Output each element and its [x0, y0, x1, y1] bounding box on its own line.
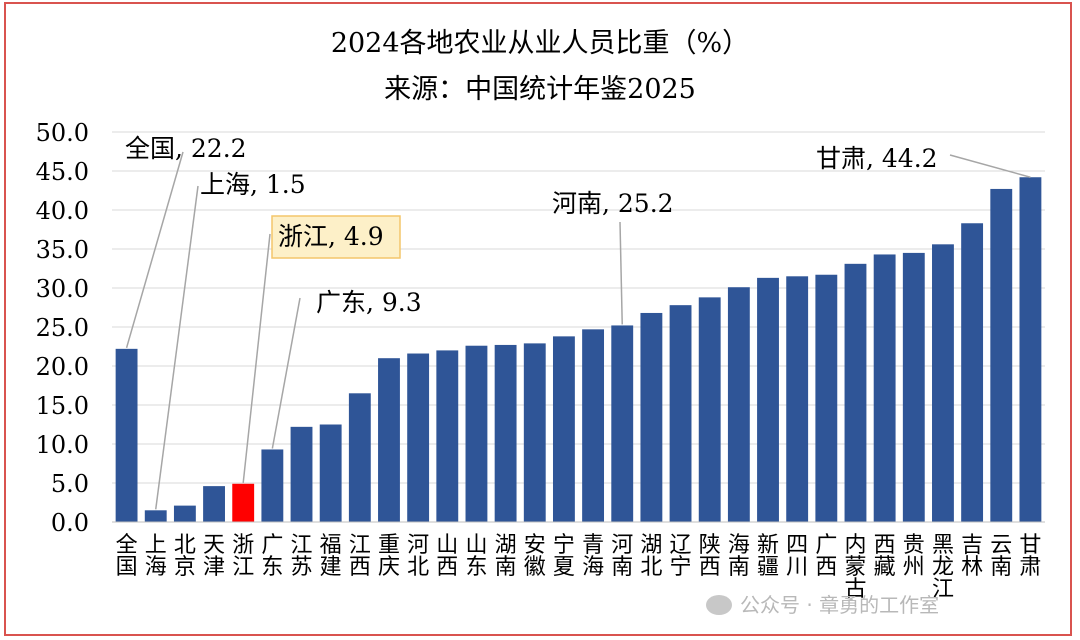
- x-tick-label: 湖北: [640, 533, 662, 580]
- y-tick-label: 15.0: [36, 392, 89, 420]
- bar: [465, 345, 488, 522]
- x-tick-label: 全国: [116, 533, 138, 580]
- data-label: 浙江, 4.9: [278, 222, 384, 251]
- x-tick-label: 江苏: [291, 533, 313, 580]
- x-tick-label: 山西: [436, 533, 458, 580]
- bar: [261, 449, 284, 522]
- y-tick-label: 50.0: [36, 119, 89, 147]
- x-tick-label: 上海: [145, 533, 167, 580]
- x-tick-label: 重庆: [378, 533, 400, 580]
- data-label: 全国, 22.2: [125, 134, 247, 163]
- x-tick-label: 黑龙江: [932, 533, 954, 602]
- data-label: 甘肃, 44.2: [816, 144, 938, 173]
- y-tick-label: 45.0: [36, 158, 89, 186]
- x-tick-label: 陕西: [699, 533, 721, 580]
- x-tick-label: 吉林: [961, 533, 983, 580]
- bar: [873, 254, 896, 522]
- x-tick-label: 贵州: [903, 533, 925, 580]
- bar: [407, 353, 430, 522]
- x-tick-label: 北京: [174, 533, 196, 580]
- y-tick-label: 20.0: [36, 353, 89, 381]
- x-tick-label: 西藏: [874, 533, 896, 580]
- leader-line: [619, 221, 623, 325]
- bar: [203, 486, 225, 522]
- bar: [173, 505, 196, 522]
- x-tick-label: 江西: [349, 533, 371, 580]
- leader-line: [949, 154, 1031, 178]
- bar: [844, 263, 867, 522]
- x-tick-label: 山东: [465, 533, 487, 580]
- bar: [961, 223, 984, 522]
- data-label: 上海, 1.5: [200, 170, 306, 199]
- bar: [902, 252, 925, 522]
- x-tick-label: 云南: [990, 533, 1012, 580]
- bar: [348, 393, 371, 522]
- bar: [932, 244, 954, 522]
- x-tick-label: 湖南: [495, 533, 517, 580]
- watermark-text: 公众号 · 章勇的工作室: [740, 593, 940, 617]
- x-tick-label: 海南: [728, 533, 750, 580]
- x-tick-label: 甘肃: [1019, 533, 1041, 580]
- x-tick-label: 天津: [203, 533, 225, 580]
- x-tick-label: 宁夏: [553, 533, 575, 580]
- leader-line: [242, 233, 271, 483]
- y-tick-label: 25.0: [36, 314, 89, 342]
- leader-line: [154, 185, 199, 510]
- wechat-icon: [706, 595, 732, 615]
- bar: [523, 343, 546, 522]
- data-label: 河南, 25.2: [552, 189, 674, 218]
- bar: [640, 312, 663, 522]
- bar: [786, 276, 809, 522]
- x-tick-label: 河南: [611, 533, 633, 580]
- bar: [115, 348, 138, 522]
- y-tick-label: 5.0: [51, 470, 89, 498]
- watermark: 公众号 · 章勇的工作室: [706, 589, 939, 618]
- bar: [727, 287, 750, 522]
- chart-frame: [4, 2, 1072, 636]
- x-tick-label: 广东: [261, 533, 283, 580]
- bar: [436, 350, 459, 522]
- y-tick-label: 35.0: [36, 236, 89, 264]
- x-tick-label: 安徽: [524, 533, 546, 580]
- bar: [232, 483, 255, 522]
- x-tick-label: 四川: [786, 533, 808, 580]
- bar: [757, 277, 779, 522]
- chart-subtitle: 来源：中国统计年鉴2025: [384, 74, 696, 105]
- bar: [990, 188, 1013, 522]
- x-tick-label: 新疆: [757, 533, 779, 580]
- bar: [815, 274, 838, 522]
- leader-line: [271, 297, 301, 449]
- bar: [582, 329, 605, 522]
- bar: [290, 426, 313, 522]
- bar: [669, 305, 692, 522]
- bar: [1019, 177, 1042, 523]
- data-label: 广东, 9.3: [316, 288, 422, 317]
- x-tick-label: 浙江: [232, 533, 254, 580]
- bar: [319, 424, 342, 522]
- x-tick-label: 福建: [320, 533, 342, 580]
- bar: [698, 297, 721, 522]
- leader-line: [125, 151, 184, 349]
- bar: [494, 344, 517, 522]
- bar: [611, 325, 634, 522]
- x-tick-label: 广西: [815, 533, 837, 580]
- x-tick-label: 河北: [407, 533, 429, 580]
- x-tick-label: 内蒙古: [844, 533, 866, 602]
- y-tick-label: 10.0: [36, 431, 89, 459]
- y-tick-label: 0.0: [51, 509, 89, 537]
- bar: [144, 510, 167, 522]
- callout-box: [271, 215, 401, 259]
- bar: [552, 336, 575, 522]
- chart-title: 2024各地农业从业人员比重（%）: [330, 28, 750, 59]
- y-tick-label: 30.0: [36, 275, 89, 303]
- y-tick-label: 40.0: [36, 197, 89, 225]
- x-tick-label: 辽宁: [670, 533, 692, 580]
- bar: [378, 358, 400, 522]
- x-tick-label: 青海: [582, 533, 604, 580]
